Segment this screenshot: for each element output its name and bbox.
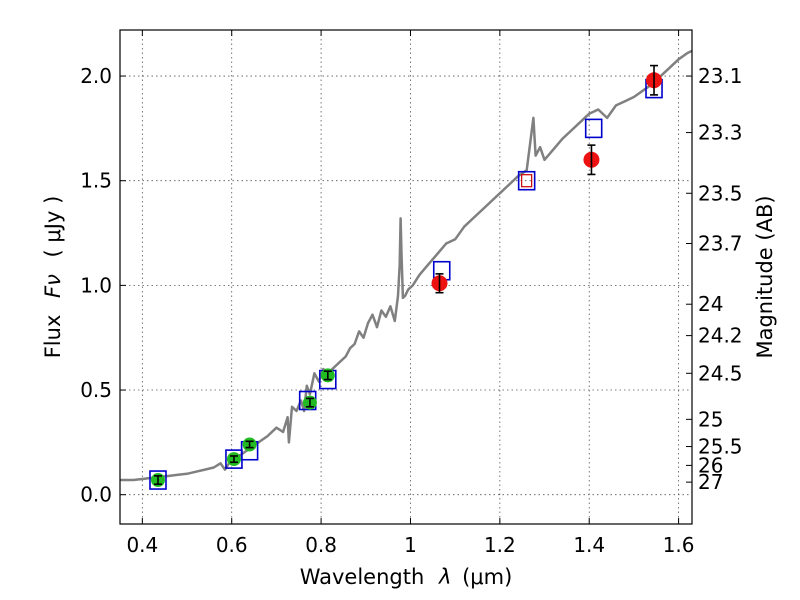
y2-tick-label: 24.5 bbox=[698, 361, 743, 385]
y-axis-label-unit: ( μJy ) bbox=[41, 196, 65, 258]
y-axis-label: Flux Fν ( μJy ) bbox=[41, 196, 65, 359]
data-points-layer bbox=[149, 64, 663, 490]
x-axis-label-text: Wavelength bbox=[300, 565, 425, 589]
y2-tick-label: 26 bbox=[698, 453, 723, 477]
x-tick-label: 1 bbox=[404, 533, 417, 557]
y2-axis-label: Magnitude (AB) bbox=[753, 195, 777, 358]
model-photometry-box bbox=[584, 118, 603, 139]
y-tick-label: 2.0 bbox=[80, 64, 112, 88]
upper-limit-marker bbox=[521, 174, 533, 188]
y2-tick-label: 23.3 bbox=[698, 121, 743, 145]
x-tick-label: 0.4 bbox=[126, 533, 158, 557]
y2-tick-label: 25 bbox=[698, 407, 723, 431]
x-axis-label-symbol: λ bbox=[438, 565, 451, 589]
y-tick-label: 1.0 bbox=[80, 273, 112, 297]
plot-frame bbox=[119, 29, 693, 525]
grid-lines bbox=[120, 30, 692, 524]
y2-tick-label: 27 bbox=[698, 470, 723, 494]
x-tick-label: 0.6 bbox=[216, 533, 248, 557]
model-spectrum-layer bbox=[120, 49, 693, 482]
model-photometry-box bbox=[517, 170, 536, 191]
x-tick-label: 0.8 bbox=[305, 533, 337, 557]
x-tick-label: 1.2 bbox=[484, 533, 516, 557]
y2-tick-label: 23.1 bbox=[698, 64, 743, 88]
y2-tick-label: 25.5 bbox=[698, 435, 743, 459]
model-spectrum-line bbox=[120, 49, 693, 482]
y2-tick-label: 23.5 bbox=[698, 181, 743, 205]
y-axis-label-symbol: Fν bbox=[41, 274, 65, 298]
y-tick-label: 1.5 bbox=[80, 169, 112, 193]
y2-tick-label: 23.7 bbox=[698, 232, 743, 256]
y2-tick-label: 24 bbox=[698, 292, 723, 316]
y-tick-label: 0.5 bbox=[80, 378, 112, 402]
y2-tick-label: 24.2 bbox=[698, 324, 743, 348]
x-axis-label-unit: (μm) bbox=[462, 565, 512, 589]
x-tick-label: 1.4 bbox=[573, 533, 605, 557]
x-tick-label: 1.6 bbox=[663, 533, 695, 557]
model-photometry-box bbox=[149, 470, 167, 490]
y-tick-label: 0.0 bbox=[80, 483, 112, 507]
y-axis-label-text: Flux bbox=[41, 315, 65, 359]
axis-ticks: 0.4 0.6 0.8 1 1.2 1.4 1.6 0.0 0.5 1.0 1.5 2.0 23.1 23… bbox=[80, 30, 743, 557]
x-axis-label: Wavelength λ (μm) bbox=[300, 565, 513, 589]
